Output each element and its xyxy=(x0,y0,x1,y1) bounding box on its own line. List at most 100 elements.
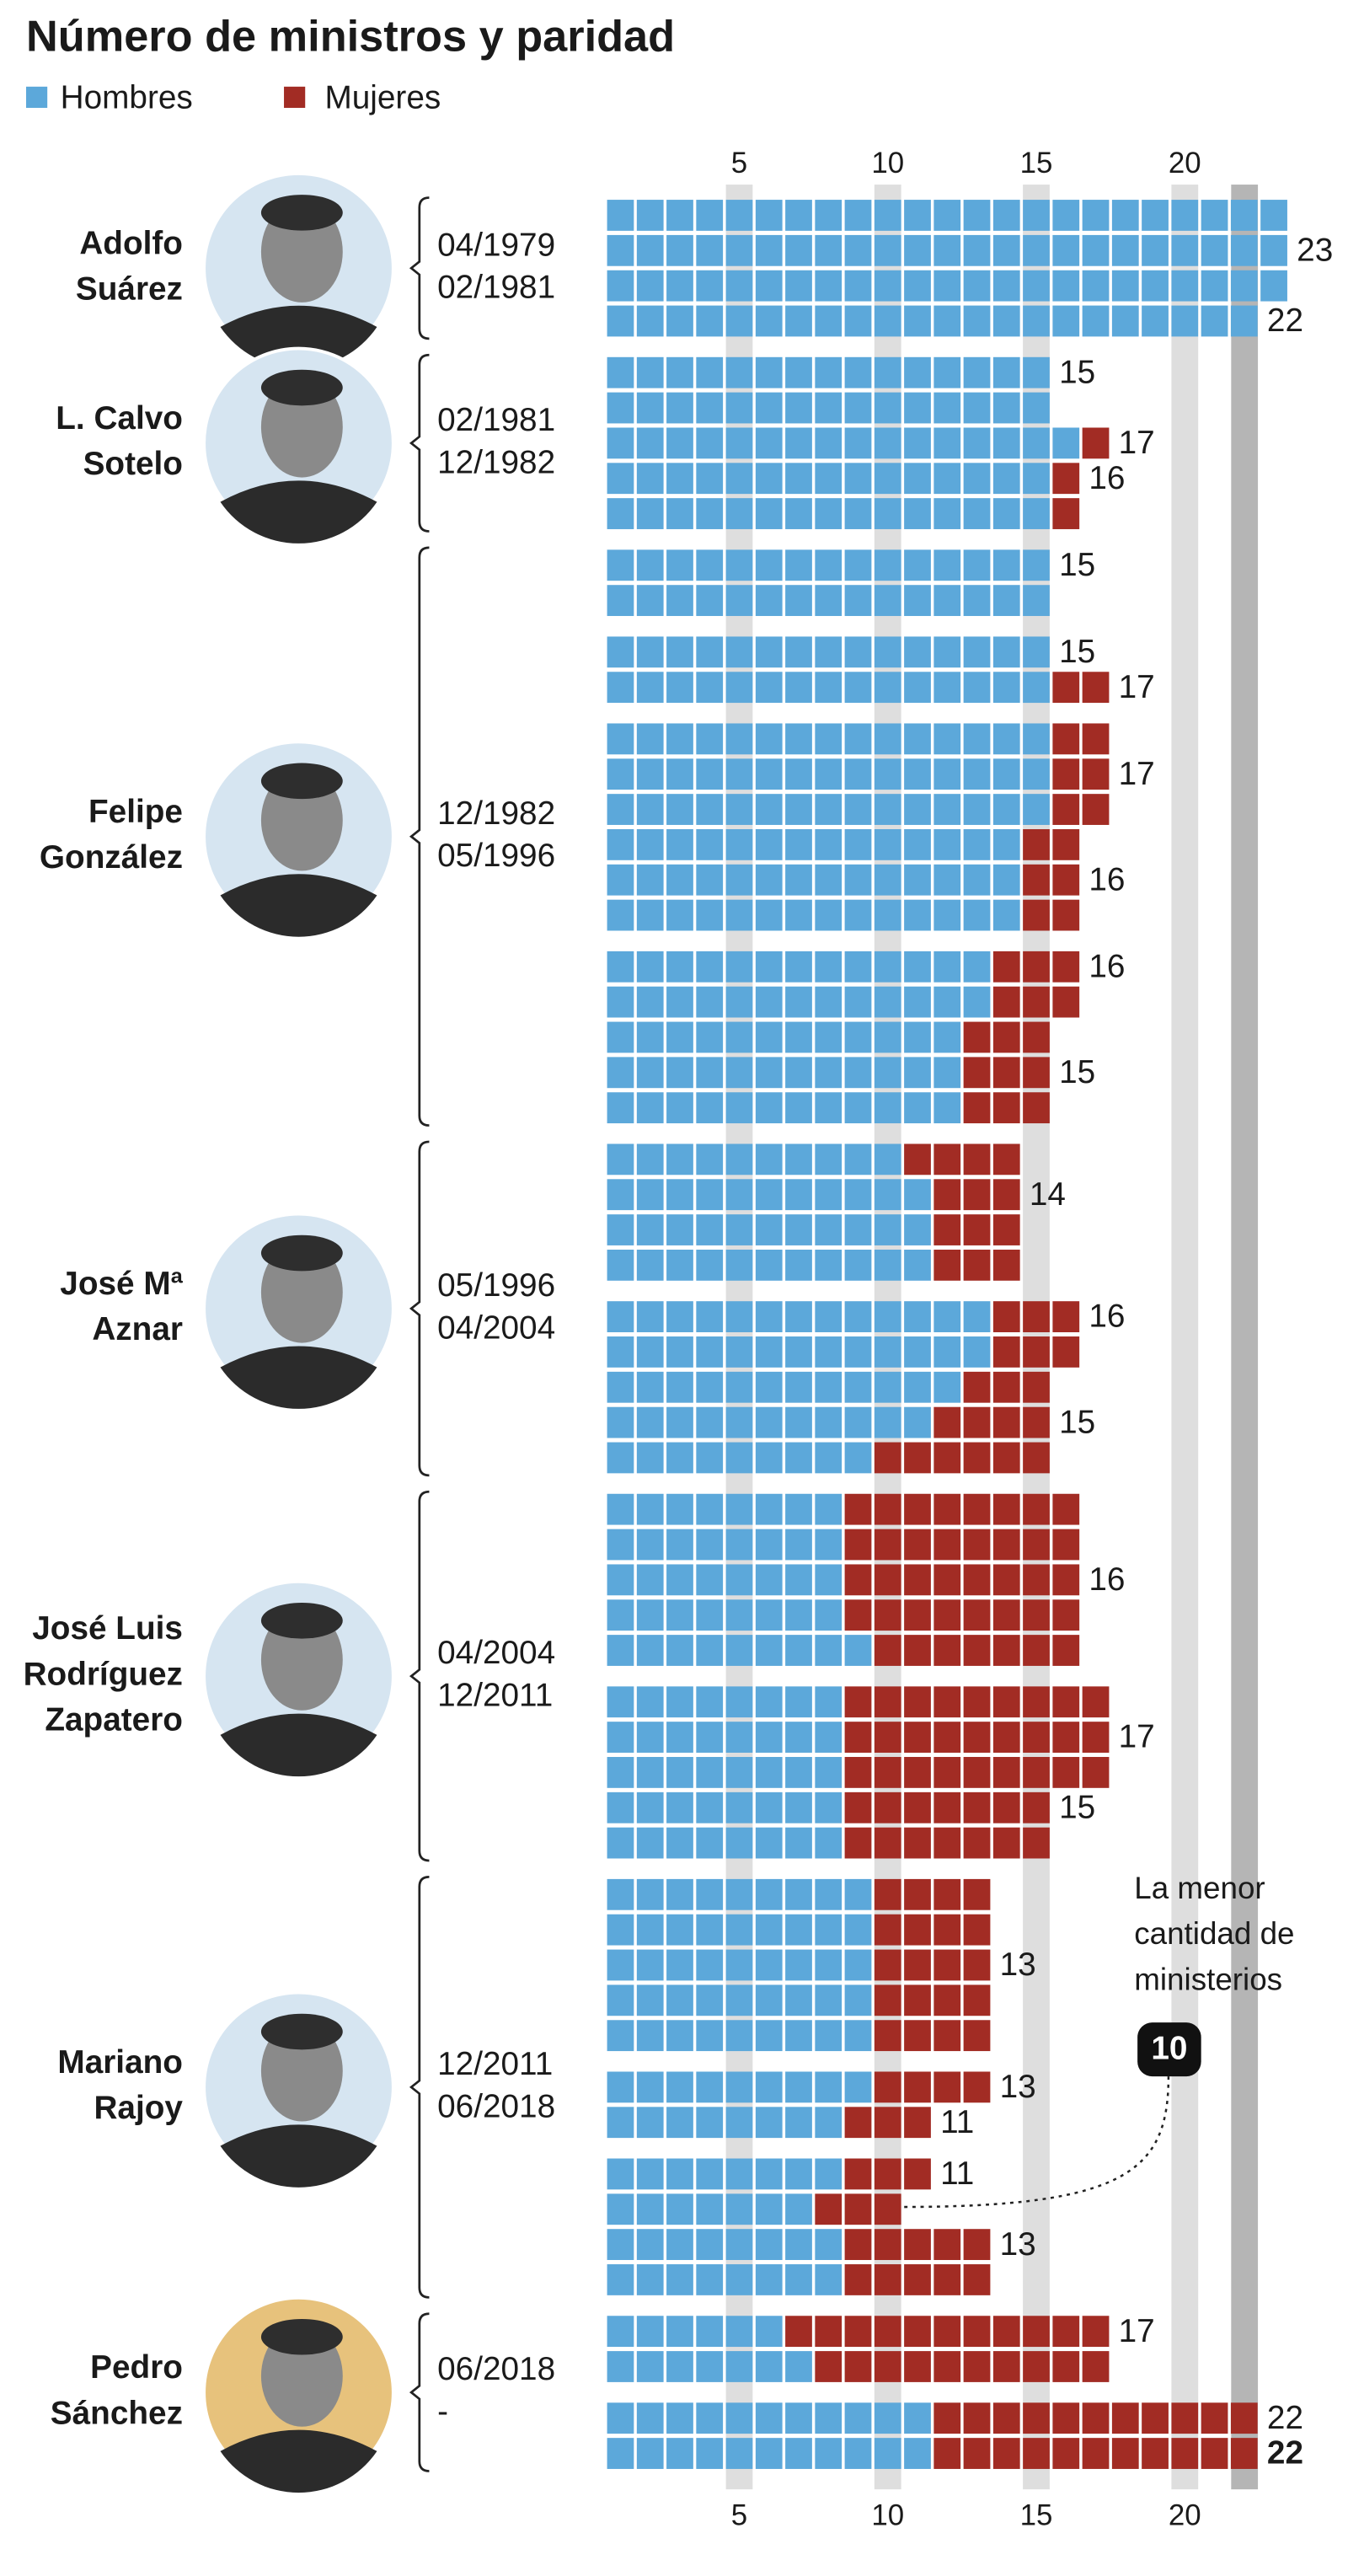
total-label: 16 xyxy=(1089,861,1125,897)
men-square xyxy=(755,2351,783,2382)
men-square xyxy=(844,1179,872,1211)
men-square xyxy=(696,2193,724,2225)
total-label: 17 xyxy=(1119,1719,1155,1755)
men-square xyxy=(1171,305,1199,337)
men-square xyxy=(666,1878,693,1910)
men-square xyxy=(1023,305,1050,337)
men-square xyxy=(666,1092,693,1124)
men-square xyxy=(755,392,783,424)
women-square xyxy=(844,2158,872,2190)
total-label: 22 xyxy=(1267,2435,1303,2472)
men-square xyxy=(636,1722,664,1753)
men-square xyxy=(666,864,693,896)
men-square xyxy=(607,2264,634,2295)
women-square xyxy=(904,1143,931,1176)
men-square xyxy=(874,2402,901,2434)
men-square xyxy=(933,200,961,231)
men-square xyxy=(904,951,931,983)
men-square xyxy=(755,2316,783,2348)
men-square xyxy=(815,1635,842,1666)
women-square xyxy=(933,1214,961,1245)
men-square xyxy=(666,1249,693,1281)
men-square xyxy=(815,1406,842,1438)
men-square xyxy=(785,1179,812,1211)
men-square xyxy=(904,1301,931,1332)
men-square xyxy=(755,1143,783,1176)
men-square xyxy=(696,672,724,704)
women-square xyxy=(963,1564,991,1596)
women-square xyxy=(904,1564,931,1596)
men-square xyxy=(785,1021,812,1053)
men-square xyxy=(666,1757,693,1788)
men-square xyxy=(725,1757,753,1788)
men-square xyxy=(785,1949,812,1981)
men-square xyxy=(785,951,812,983)
men-square xyxy=(666,463,693,495)
men-square xyxy=(1111,270,1139,302)
bracket xyxy=(409,353,430,533)
men-square xyxy=(636,200,664,231)
men-square xyxy=(785,392,812,424)
men-square xyxy=(785,2071,812,2103)
president-name: Zapatero xyxy=(45,1702,183,1738)
men-square xyxy=(785,1406,812,1438)
men-square xyxy=(696,2071,724,2103)
men-square xyxy=(785,1214,812,1245)
women-square xyxy=(963,1599,991,1631)
men-square xyxy=(696,1301,724,1332)
men-square xyxy=(666,951,693,983)
portrait-hair xyxy=(260,763,343,800)
men-square xyxy=(666,392,693,424)
men-square xyxy=(666,1827,693,1859)
men-square xyxy=(696,899,724,931)
men-square xyxy=(1230,234,1258,266)
men-square xyxy=(963,899,991,931)
men-square xyxy=(815,986,842,1018)
women-square xyxy=(992,1791,1020,1824)
bracket xyxy=(409,2312,430,2472)
men-square xyxy=(963,585,991,617)
men-square xyxy=(607,1493,634,1525)
men-square xyxy=(636,498,664,529)
men-square xyxy=(815,1057,842,1089)
men-square xyxy=(607,636,634,668)
men-square xyxy=(785,427,812,459)
men-square xyxy=(725,1635,753,1666)
term-dates: 04/2004 xyxy=(437,1309,555,1346)
men-square xyxy=(607,2020,634,2052)
total-label: 16 xyxy=(1089,948,1125,984)
men-square xyxy=(607,951,634,983)
men-square xyxy=(666,200,693,231)
men-square xyxy=(933,234,961,266)
legend-swatch xyxy=(25,86,48,109)
men-square xyxy=(636,549,664,581)
men-square xyxy=(933,305,961,337)
president-name: Mariano xyxy=(57,2044,183,2081)
women-square xyxy=(1052,2402,1080,2434)
men-square xyxy=(755,828,783,860)
men-square xyxy=(666,1406,693,1438)
men-square xyxy=(696,1442,724,1474)
men-square xyxy=(815,1529,842,1561)
women-square xyxy=(874,1984,901,2016)
women-square xyxy=(963,1722,991,1753)
men-square xyxy=(933,356,961,388)
women-square xyxy=(1023,2351,1050,2382)
men-square xyxy=(696,1406,724,1438)
women-square xyxy=(963,2264,991,2295)
women-square xyxy=(1171,2402,1199,2434)
women-square xyxy=(844,1529,872,1561)
men-square xyxy=(755,2020,783,2052)
men-square xyxy=(696,1827,724,1859)
men-square xyxy=(666,758,693,790)
men-square xyxy=(844,986,872,1018)
men-square xyxy=(725,498,753,529)
president-name: Rodríguez xyxy=(24,1656,183,1692)
men-square xyxy=(666,1143,693,1176)
men-square xyxy=(844,672,872,704)
men-square xyxy=(815,1249,842,1281)
men-square xyxy=(815,1686,842,1718)
men-square xyxy=(874,1336,901,1368)
men-square xyxy=(725,723,753,755)
men-square xyxy=(874,1057,901,1089)
